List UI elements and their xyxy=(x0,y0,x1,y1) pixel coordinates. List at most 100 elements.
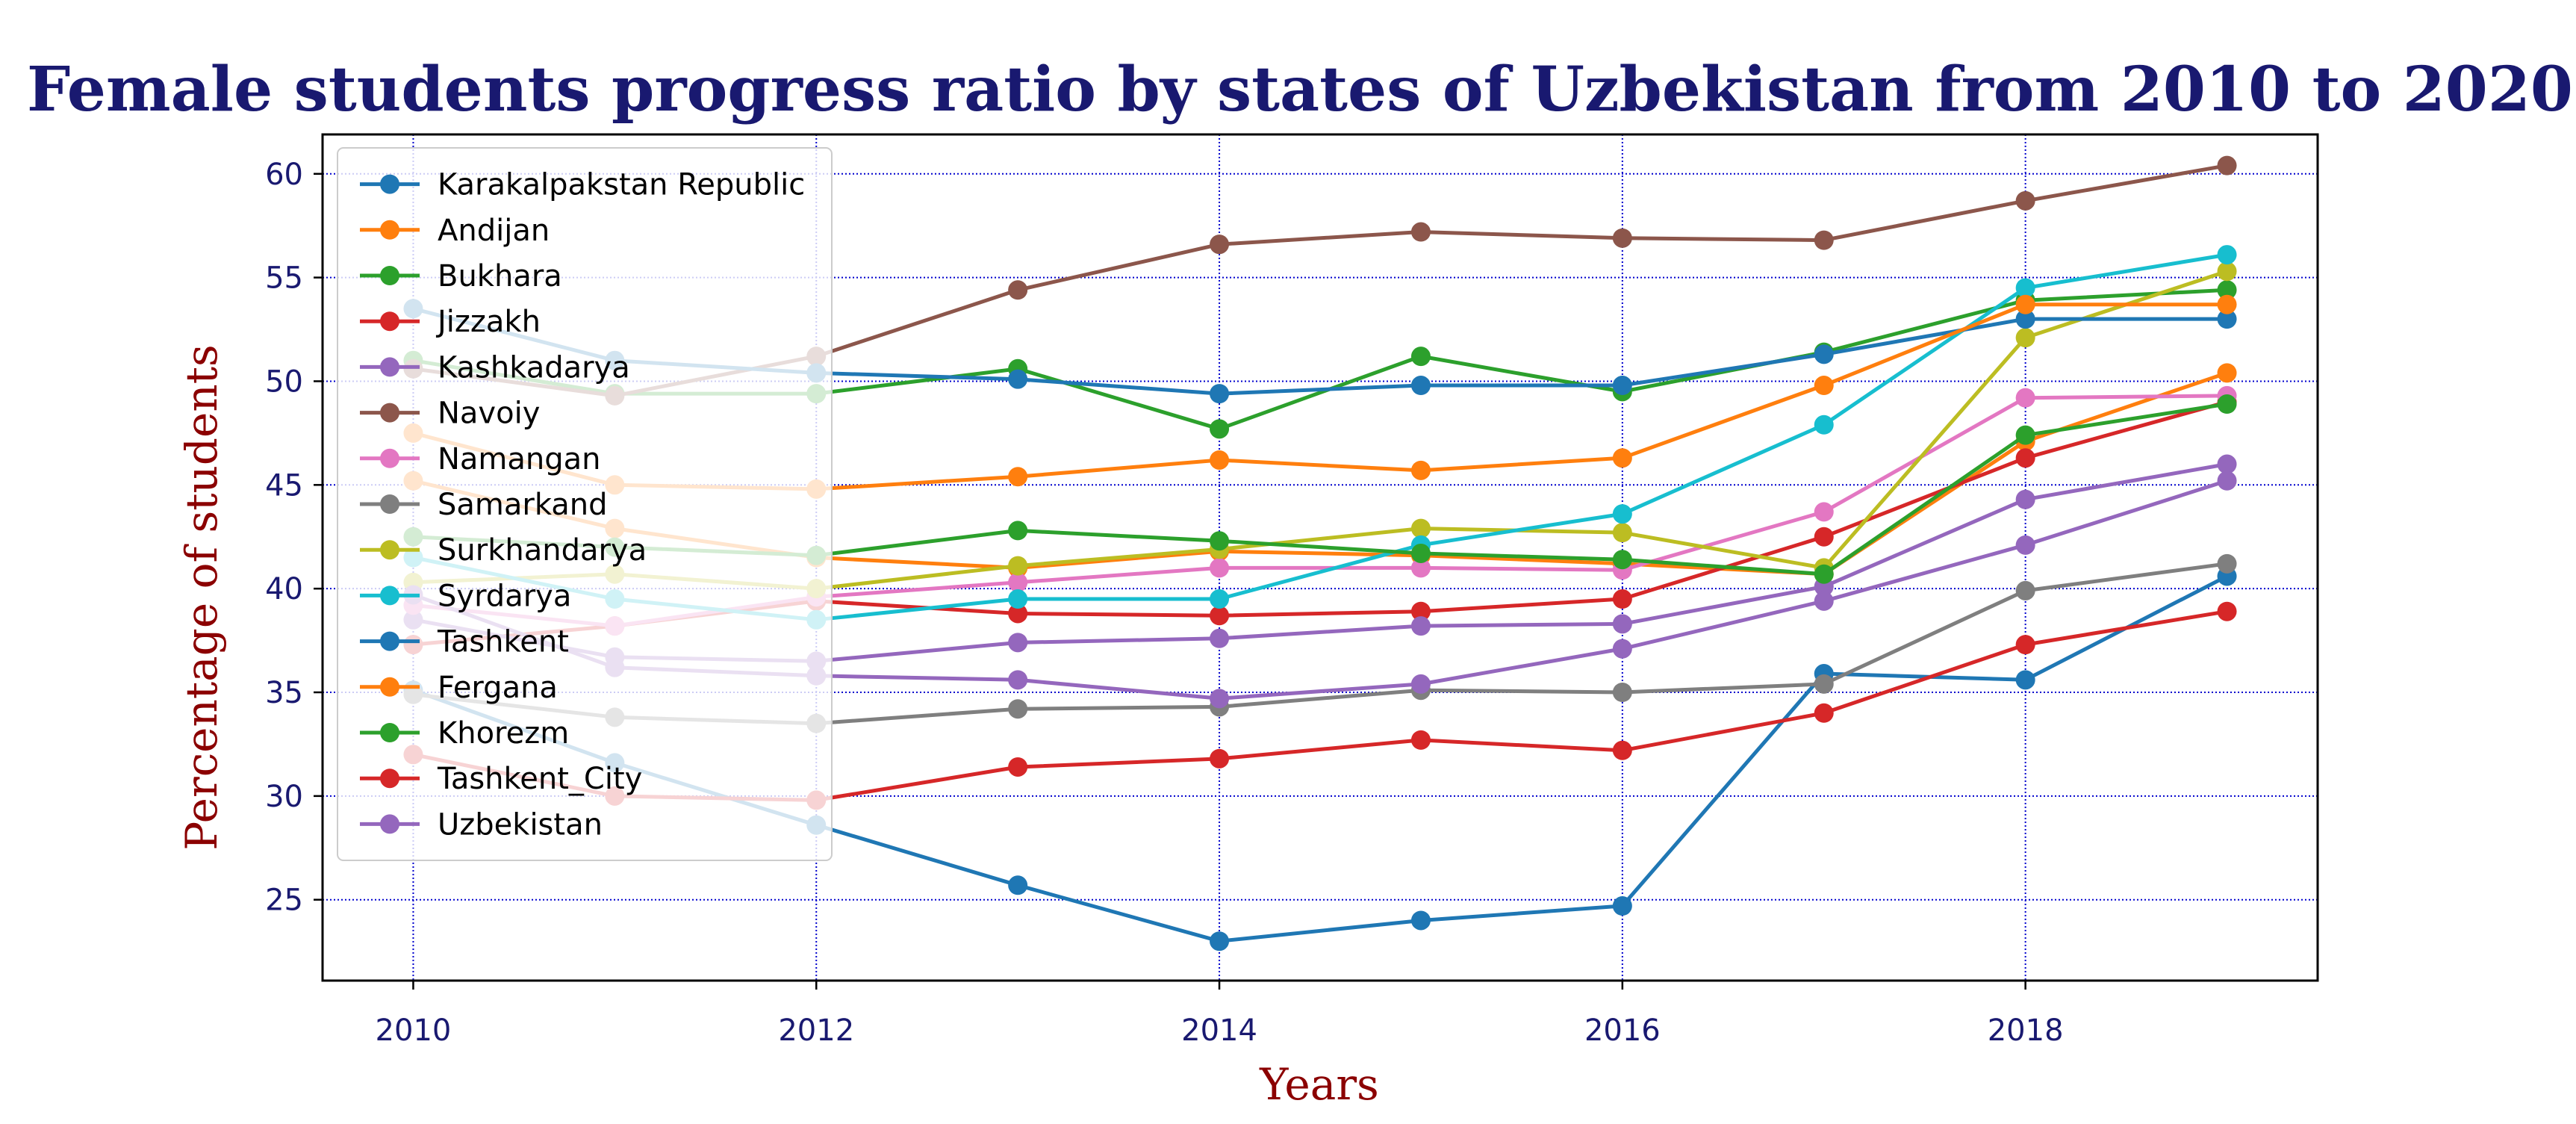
data-point xyxy=(1410,730,1431,750)
legend-label: Khorezm xyxy=(438,716,569,751)
legend-label: Uzbekistan xyxy=(438,807,603,842)
x-tick-label: 2014 xyxy=(1181,1013,1257,1048)
data-point xyxy=(1612,896,1632,916)
data-point xyxy=(1008,369,1028,389)
y-axis-label: Percentage of students xyxy=(176,344,227,851)
data-point xyxy=(1008,589,1028,609)
data-point xyxy=(1210,235,1230,255)
legend-item: Uzbekistan xyxy=(360,807,603,842)
data-point xyxy=(1008,467,1028,487)
x-tick-label: 2016 xyxy=(1584,1013,1661,1048)
data-point xyxy=(1008,521,1028,541)
data-point xyxy=(1210,606,1230,626)
legend: Karakalpakstan Republic Andijan Bukhara Jiz… xyxy=(337,147,833,861)
legend-item: Bukhara xyxy=(360,259,562,294)
legend-item: Khorezm xyxy=(360,716,569,751)
data-point xyxy=(2015,670,2035,690)
legend-item: Fergana xyxy=(360,671,558,705)
data-point xyxy=(1410,347,1431,367)
legend-swatch-marker xyxy=(380,403,399,423)
x-axis-label: Years xyxy=(1259,1059,1379,1110)
legend-swatch-marker xyxy=(380,677,399,697)
legend-swatch-marker xyxy=(380,494,399,514)
legend-label: Bukhara xyxy=(438,259,562,294)
data-point xyxy=(2015,580,2035,600)
y-tick-label: 35 xyxy=(265,676,303,710)
data-point xyxy=(1612,550,1632,570)
data-point xyxy=(1612,683,1632,703)
tick-layer: 25 30 35 40 45 50 55 60 2010 2012 2014 2016 2018 xyxy=(265,158,2063,1048)
data-point xyxy=(1210,689,1230,709)
legend-item: Jizzakh xyxy=(360,305,541,339)
data-point xyxy=(1410,460,1431,480)
data-point xyxy=(1612,523,1632,543)
y-tick-label: 25 xyxy=(265,884,303,918)
data-point xyxy=(2217,471,2237,491)
legend-item: Samarkand xyxy=(360,488,608,522)
data-point xyxy=(1410,222,1431,242)
data-point xyxy=(1410,518,1431,538)
data-point xyxy=(1210,558,1230,578)
legend-swatch-marker xyxy=(380,174,399,194)
data-point xyxy=(2015,489,2035,509)
data-point xyxy=(1814,703,1834,723)
data-point xyxy=(1410,674,1431,694)
legend-item: Surkhandarya xyxy=(360,533,647,568)
y-tick-label: 60 xyxy=(265,158,303,192)
legend-item: Karakalpakstan Republic xyxy=(360,168,805,202)
legend-label: Samarkand xyxy=(438,488,608,522)
axes-frame xyxy=(321,133,2319,982)
data-point xyxy=(1210,419,1230,439)
data-point xyxy=(1410,616,1431,636)
data-point xyxy=(1814,591,1834,611)
data-point xyxy=(2217,601,2237,621)
data-point xyxy=(1612,504,1632,524)
legend-label: Namangan xyxy=(438,442,601,476)
data-point xyxy=(2015,388,2035,408)
data-point xyxy=(2217,245,2237,265)
data-point xyxy=(2217,280,2237,300)
data-point xyxy=(1814,527,1834,547)
data-point xyxy=(1814,674,1834,694)
legend-swatch-marker xyxy=(380,266,399,285)
data-point xyxy=(1008,556,1028,576)
data-point xyxy=(1210,628,1230,648)
data-point xyxy=(1210,931,1230,951)
data-point xyxy=(1410,376,1431,396)
legend-swatch-marker xyxy=(380,357,399,377)
y-tick-label: 45 xyxy=(265,468,303,503)
y-tick-label: 30 xyxy=(265,780,303,814)
data-point xyxy=(2015,190,2035,211)
data-point xyxy=(1410,558,1431,578)
legend-label: Navoiy xyxy=(438,397,540,431)
data-point xyxy=(1210,748,1230,769)
data-point xyxy=(2015,535,2035,555)
x-tick-label: 2012 xyxy=(778,1013,854,1048)
data-point xyxy=(1410,543,1431,563)
data-point xyxy=(1612,376,1632,396)
x-tick-label: 2010 xyxy=(376,1013,452,1048)
legend-label: Andijan xyxy=(438,214,550,248)
data-point xyxy=(1410,910,1431,931)
data-point xyxy=(1008,699,1028,719)
data-point xyxy=(1814,414,1834,435)
legend-item: Kashkadarya xyxy=(360,350,630,385)
data-point xyxy=(1008,633,1028,653)
y-tick-label: 55 xyxy=(265,261,303,296)
legend-label: Kashkadarya xyxy=(438,350,630,385)
legend-box xyxy=(337,147,833,861)
data-point xyxy=(2217,155,2237,176)
legend-swatch-marker xyxy=(380,723,399,742)
data-point xyxy=(2015,309,2035,329)
legend-swatch-marker xyxy=(380,540,399,560)
data-point xyxy=(1210,450,1230,470)
data-point xyxy=(1008,280,1028,300)
data-point xyxy=(1612,589,1632,609)
data-point xyxy=(1814,376,1834,396)
legend-item: Syrdarya xyxy=(360,579,571,613)
data-point xyxy=(1008,603,1028,624)
y-tick-label: 50 xyxy=(265,364,303,399)
data-point xyxy=(1814,230,1834,250)
data-point xyxy=(2015,635,2035,655)
